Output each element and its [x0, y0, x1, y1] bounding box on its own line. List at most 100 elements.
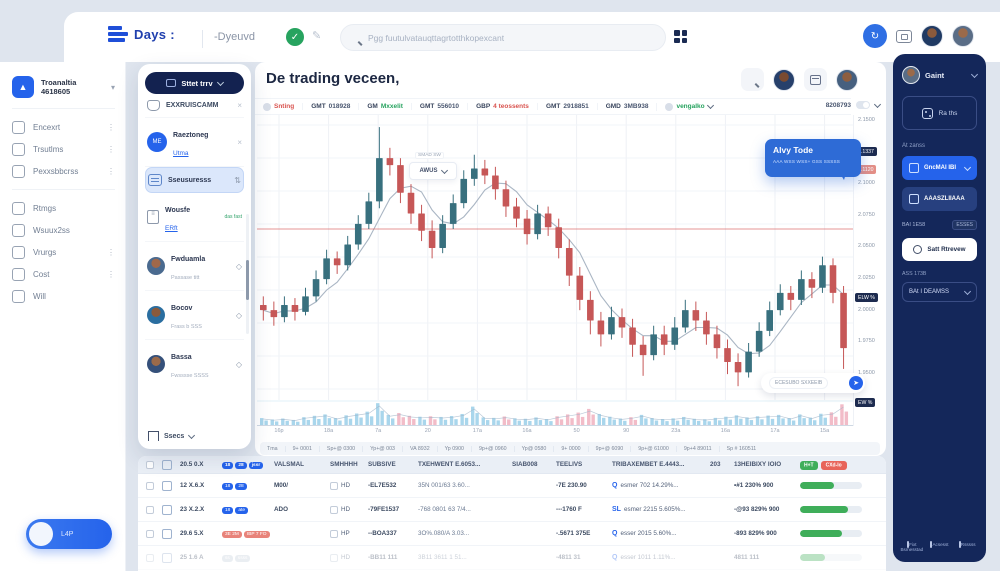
footer-nav-item[interactable]: Acsesst	[928, 541, 952, 552]
account-dropdown[interactable]: BAt I DEAMSS	[902, 282, 977, 302]
ticker-item[interactable]: Snting	[255, 102, 302, 111]
review-button-label: Satt Rtrevew	[927, 246, 966, 253]
hd-checkbox[interactable]	[330, 505, 338, 514]
search-input[interactable]	[368, 32, 655, 43]
member-link[interactable]: Utma	[173, 150, 189, 157]
apps-grid-icon[interactable]	[674, 30, 687, 43]
user-avatar[interactable]	[921, 25, 943, 47]
messages-icon[interactable]	[896, 29, 912, 43]
panel-footer-dropdown[interactable]: Ssecs	[148, 431, 196, 441]
ticker-item[interactable]: GMD 3MB938	[596, 103, 657, 110]
sidebar-item-wsuux2ss[interactable]: Wsuux2ss	[12, 219, 115, 241]
ticker-prefix: GMT	[311, 103, 326, 110]
hd-checkbox[interactable]	[330, 553, 338, 562]
diamond-icon[interactable]: ◇	[235, 310, 242, 320]
ticker-item[interactable]: vengalko	[656, 101, 720, 111]
table-row[interactable]: 25 1.6 A ss ssss HD -BB11 111 3B11 3611 1 51.…	[138, 546, 886, 570]
primary-action-button[interactable]: GncMAI IBI	[902, 156, 977, 180]
ticker-toggle[interactable]	[856, 101, 870, 109]
kebab-menu-icon[interactable]: ⋮	[107, 166, 115, 176]
row-badges: 3E 2M IBP 7 FO	[222, 530, 274, 538]
member-name: Raeztoneg	[173, 132, 209, 139]
secondary-action-button[interactable]: AAASZLIIAAA	[902, 187, 977, 211]
document-row[interactable]: ≡ Wousfe ERft das fast	[145, 193, 244, 242]
row-checkbox[interactable]	[146, 505, 154, 514]
calendar-button[interactable]	[804, 68, 827, 91]
footer-nav-item[interactable]: Fixt Bsmesstad	[900, 541, 924, 552]
select-all-checkbox[interactable]	[146, 460, 154, 469]
ticker-label: vengalko	[676, 103, 705, 110]
sidebar-item-encexrt[interactable]: Encexrt ⋮	[12, 116, 115, 138]
panel-scrollbar[interactable]	[246, 214, 249, 334]
chevron-down-icon	[188, 431, 196, 439]
close-icon[interactable]: ×	[237, 101, 242, 110]
ticker-item[interactable]: GBP 4 teossents	[467, 103, 537, 110]
row-checkbox[interactable]	[146, 529, 154, 538]
person-row[interactable]: Fwduamla Passase titt ◇	[145, 242, 244, 291]
account-switcher[interactable]: Gaint	[902, 66, 979, 84]
row-badge: ssss	[234, 554, 251, 562]
sort-arrows-icon[interactable]: ⇅	[234, 175, 241, 185]
indicator-dropdown[interactable]: AWUS	[409, 162, 457, 180]
table-row[interactable]: 23 X.2.X 18 ate ADO HD -79FE1537 -768 0801 63 …	[138, 498, 886, 522]
sync-button[interactable]: ↻	[863, 24, 887, 48]
kebab-menu-icon[interactable]: ⋮	[107, 269, 115, 279]
footer-nav-item[interactable]: Rsssss	[955, 541, 979, 552]
ticker-item[interactable]: GM Mxxelit	[358, 103, 411, 110]
candlestick-plot[interactable]: SMAD SW AWUS Alvy Tode AAA WSS WSS+ GSS …	[257, 115, 865, 400]
diamond-icon[interactable]: ◇	[235, 359, 242, 369]
note-send-button[interactable]: ➤	[849, 376, 863, 390]
random-box-button[interactable]: Ra ths	[902, 96, 977, 130]
sidebar-item-cost[interactable]: Cost ⋮	[12, 263, 115, 285]
sidebar-item-pexxsbbcrss[interactable]: Pexxsbbcrss ⋮	[12, 160, 115, 182]
collaborator-avatar[interactable]	[773, 68, 795, 91]
document-link[interactable]: ERft	[165, 225, 178, 232]
row-checkbox[interactable]	[146, 553, 154, 562]
ticker-label: 4 teossents	[493, 103, 529, 110]
ticker-item[interactable]: GMT 556010	[410, 103, 467, 110]
member-row[interactable]: ME Raeztoneg Utma ×	[145, 118, 244, 167]
person-row[interactable]: Bassa Fwsssse SSSS ◇	[145, 340, 244, 388]
row-badge: 3E 2M	[222, 530, 242, 538]
table-row[interactable]: 29.6 5.X 3E 2M IBP 7 FO HP --BOA337 3O%.080/A…	[138, 522, 886, 546]
time-axis[interactable]: 16p 18a 7a 20 17a 16a 50 90 23a 16a 17a 15a	[257, 428, 853, 438]
close-icon[interactable]: ×	[237, 137, 242, 147]
ticker-item[interactable]: GMT 2918851	[536, 103, 597, 110]
price-axis-label: 2.0250	[858, 275, 875, 281]
toggle-knob	[29, 522, 53, 546]
review-button[interactable]: Satt Rtrevew	[902, 238, 977, 261]
selected-item-row[interactable]: Sseusuresss ⇅	[145, 167, 244, 193]
trade-tooltip[interactable]: Alvy Tode AAA WSS WSS+ GSS SSSSS	[765, 139, 861, 180]
app-logo[interactable]: Days :	[108, 26, 175, 42]
workspace-switcher[interactable]: ▲ Troanaltia 4618605 ▾	[12, 76, 115, 98]
global-search[interactable]	[340, 24, 666, 51]
edit-pencil-icon[interactable]: ✎	[312, 30, 322, 42]
table-row[interactable]: 12 X.6.X 18 28 M00/HD -EL7E532 35N 001/63 3.6…	[138, 474, 886, 498]
price-axis-label: 2.1000	[858, 180, 875, 187]
sidebar-item-will[interactable]: Will	[12, 285, 115, 307]
time-axis-label: 17a	[770, 428, 780, 434]
row-value-2: -7E 230.90	[556, 482, 587, 489]
hd-checkbox[interactable]	[330, 481, 338, 490]
person-row[interactable]: Bocov Frass b SSS ◇	[145, 291, 244, 340]
user-avatar[interactable]	[952, 25, 974, 47]
kebab-menu-icon[interactable]: ⋮	[107, 144, 115, 154]
hd-checkbox[interactable]	[330, 529, 338, 538]
sidebar-item-trsutlms[interactable]: Trsutlms ⋮	[12, 138, 115, 160]
ticker-item[interactable]: GMT 018928	[302, 103, 358, 110]
diamond-icon[interactable]: ◇	[235, 261, 242, 271]
panel-primary-button[interactable]: Sttet trrv	[145, 72, 244, 94]
panel-header-row[interactable]: EXXRUISCAMM ×	[145, 94, 244, 118]
row-checkbox[interactable]	[146, 481, 154, 490]
chart-note-pill[interactable]: ECESUBO SXXEEIB ➤	[761, 373, 865, 393]
sidebar-item-rtmgs[interactable]: Rtmgs	[12, 197, 115, 219]
document-note: das fast	[224, 213, 242, 220]
sidebar-item-vrurgs[interactable]: Vrurgs ⋮	[12, 241, 115, 263]
price-axis[interactable]: 2.15002.12502.10002.07502.05002.02502.00…	[853, 115, 886, 426]
collaborator-avatar[interactable]	[836, 68, 858, 91]
chart-search-button[interactable]	[741, 68, 764, 91]
sidebar-toggle[interactable]: L4P	[26, 519, 112, 549]
kebab-menu-icon[interactable]: ⋮	[107, 122, 115, 132]
kebab-menu-icon[interactable]: ⋮	[107, 247, 115, 257]
chevron-down-icon[interactable]	[873, 100, 882, 108]
